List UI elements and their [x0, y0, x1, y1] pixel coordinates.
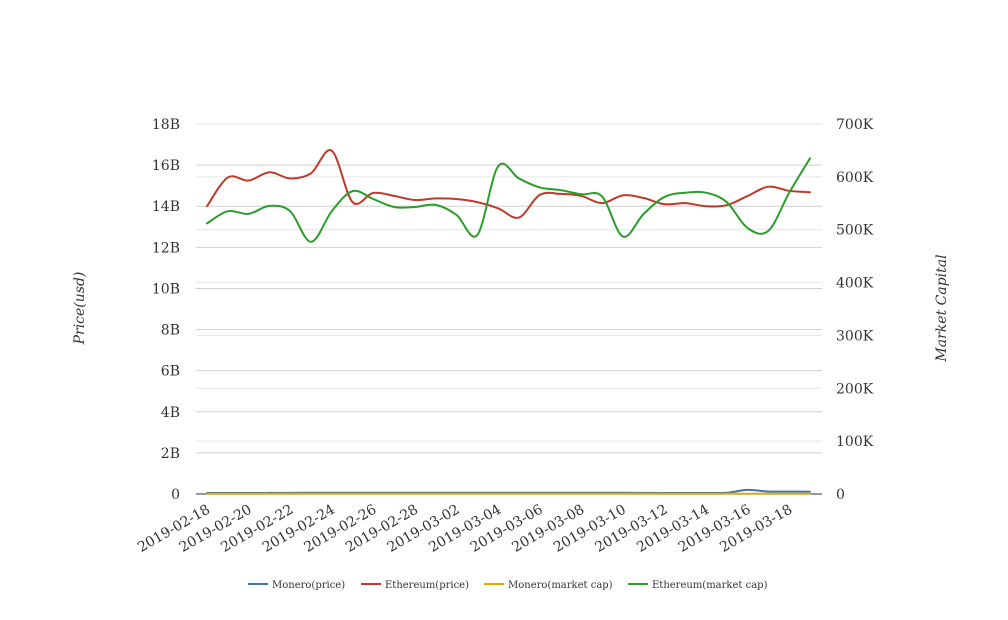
y-tick-label: 12B	[152, 240, 180, 256]
legend: Monero(price) Ethereum(price) Monero(marke…	[248, 580, 768, 591]
legend-label: Monero(market cap)	[508, 580, 613, 591]
y2-tick-label: 300K	[836, 328, 874, 344]
y-tick-label: 16B	[152, 158, 180, 174]
y2-tick-label: 100K	[836, 434, 874, 450]
series-lines	[206, 149, 811, 495]
legend-item-ethereum-price: Ethereum(price)	[361, 580, 469, 591]
legend-label: Ethereum(price)	[385, 580, 469, 591]
y2-tick-label: 600K	[836, 170, 874, 186]
series-line-ethereum-market-cap	[206, 157, 811, 243]
legend-item-monero-market-cap: Monero(market cap)	[484, 580, 613, 591]
grid	[196, 123, 822, 495]
y-axis-title: Price(usd)	[72, 272, 88, 346]
y-tick-label: 18B	[152, 117, 180, 133]
y-tick-label: 0	[171, 487, 180, 503]
legend-label: Ethereum(market cap)	[652, 580, 768, 591]
series-line-ethereum-price	[206, 149, 811, 219]
y2-tick-label: 500K	[836, 223, 874, 239]
series-line-monero-price	[206, 488, 811, 495]
axes: 0 2B 4B 6B 8B 10B 12B 14B 16B 18B 0 100K 200K 300K 400…	[135, 117, 874, 556]
y2-tick-label: 700K	[836, 117, 874, 133]
y-tick-label: 4B	[161, 405, 180, 421]
y2-tick-label: 400K	[836, 276, 874, 292]
y2-tick-label: 200K	[836, 381, 874, 397]
y-tick-label: 8B	[161, 323, 180, 339]
legend-item-monero-price: Monero(price)	[248, 580, 345, 591]
y2-axis-title: Market Capital	[934, 254, 950, 362]
legend-label: Monero(price)	[272, 580, 345, 591]
legend-item-ethereum-market-cap: Ethereum(market cap)	[628, 580, 768, 591]
y-tick-label: 6B	[161, 364, 180, 380]
y-tick-label: 14B	[152, 199, 180, 215]
y-tick-label: 2B	[161, 446, 180, 462]
y-tick-label: 10B	[152, 281, 180, 297]
y2-tick-label: 0	[836, 487, 845, 503]
